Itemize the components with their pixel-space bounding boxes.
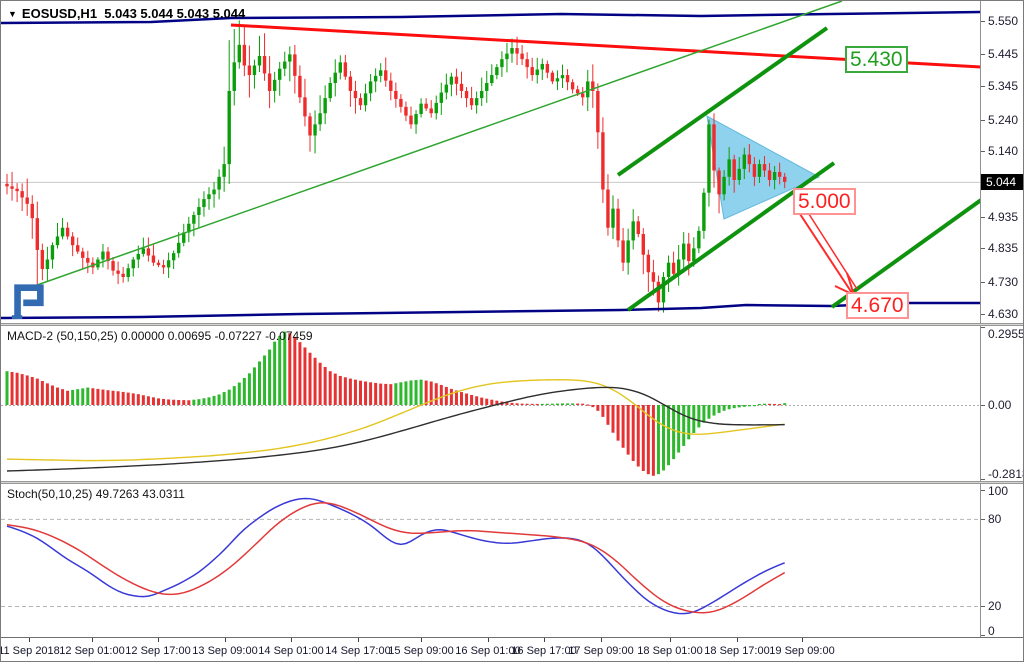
projection-arrow-line-2[interactable]	[806, 210, 858, 290]
stoch-axis-label: 80	[988, 512, 1002, 526]
new-channel-support-line[interactable]	[830, 198, 981, 309]
price-axis-tick	[981, 54, 985, 55]
time-axis-tick	[291, 638, 292, 642]
price-axis-label: 4.630	[988, 307, 1019, 321]
price-axis-label: 5.445	[988, 47, 1019, 61]
ascending-support-trendline[interactable]	[22, 1, 843, 291]
price-axis-tick	[981, 217, 985, 218]
quote-values: 5.043 5.044 5.043 5.044	[97, 6, 246, 21]
time-axis-tick	[92, 638, 93, 642]
time-axis-tick	[488, 638, 489, 642]
broker-logo	[9, 281, 47, 319]
resistance-level-label[interactable]: 5.430	[845, 46, 908, 73]
time-axis-tick	[670, 638, 671, 642]
macd-axis-tick	[981, 405, 985, 406]
time-axis-label: 12 Sep 17:00	[125, 645, 191, 657]
stoch-axis-label: 0	[988, 624, 995, 637]
price-axis[interactable]: 5.044 5.550 5.445 5.345 5.240 5.140 4.935 4.83…	[981, 1, 1023, 323]
macd-axis-label: 0.00	[988, 398, 1012, 412]
price-axis-tick	[981, 120, 985, 121]
chart-title: ▼ EOSUSD,H1 5.043 5.044 5.043 5.044	[8, 6, 245, 21]
price-chart-panel: ▼ EOSUSD,H1 5.043 5.044 5.043 5.044 5.430…	[1, 1, 981, 323]
time-axis-tick	[29, 638, 30, 642]
stoch-axis-tick	[981, 490, 985, 491]
time-axis-label: 19 Sep 09:00	[769, 645, 835, 657]
current-price-tag: 5.044	[981, 174, 1023, 190]
panel-splitter-2[interactable]	[1, 481, 1023, 484]
macd-axis-label: 0.29559	[988, 327, 1023, 341]
time-axis-label: 15 Sep 09:00	[388, 645, 454, 657]
stochastic-panel: Stoch(50,10,25) 49.7263 43.0311	[1, 484, 981, 637]
time-axis-tick	[601, 638, 602, 642]
candlesticks	[5, 20, 787, 313]
price-axis-tick	[981, 151, 985, 152]
stochastic-axis[interactable]: 100 80 20 0	[981, 484, 1023, 637]
time-axis-tick	[225, 638, 226, 642]
macd-axis-tick	[981, 479, 985, 480]
price-axis-label: 5.345	[988, 79, 1019, 93]
stochastic-indicator-label: Stoch(50,10,25) 49.7263 43.0311	[7, 487, 185, 501]
price-chart-canvas[interactable]	[1, 1, 981, 323]
price-axis-label: 5.140	[988, 144, 1019, 158]
price-axis-label: 5.550	[988, 14, 1019, 28]
price-axis-label: 4.935	[988, 210, 1019, 224]
price-axis-tick	[981, 282, 985, 283]
stoch-axis-label: 100	[988, 484, 1009, 498]
price-axis-tick	[981, 86, 985, 87]
ascending-channel-upper-line[interactable]	[616, 26, 829, 177]
stochastic-canvas[interactable]	[1, 484, 981, 637]
axis-divider	[980, 1, 981, 637]
time-axis-label: 18 Sep 17:00	[704, 645, 770, 657]
macd-axis[interactable]: 0.29559 0.00 -0.28182	[981, 326, 1023, 481]
price-axis-tick	[981, 248, 985, 249]
stoch-axis-tick	[981, 606, 985, 607]
macd-axis-tick	[981, 327, 985, 328]
macd-signal-line-yellow	[6, 379, 785, 462]
macd-axis-label: -0.28182	[988, 467, 1023, 481]
time-axis-tick	[737, 638, 738, 642]
panel-splitter-1[interactable]	[1, 323, 1023, 326]
time-axis-tick	[158, 638, 159, 642]
projection-arrow-line-1[interactable]	[799, 213, 853, 294]
time-axis-label: 14 Sep 01:00	[258, 645, 324, 657]
price-axis-label: 4.835	[988, 241, 1019, 255]
price-axis-tick	[981, 314, 985, 315]
time-axis-tick	[358, 638, 359, 642]
macd-indicator-label: MACD-2 (50,150,25) 0.00000 0.00695 -0.07…	[7, 329, 313, 343]
stoch-axis-tick	[981, 519, 985, 520]
time-axis-tick	[421, 638, 422, 642]
price-axis-label: 5.240	[988, 113, 1019, 127]
time-axis[interactable]: 11 Sep 2018 12 Sep 01:00 12 Sep 17:00 13 Se…	[0, 637, 1023, 661]
time-axis-label: 16 Sep 01:00	[455, 645, 521, 657]
symbol-timeframe-label: EOSUSD,H1	[21, 6, 98, 21]
time-axis-label: 18 Sep 01:00	[637, 645, 703, 657]
time-axis-label: 17 Sep 09:00	[568, 645, 634, 657]
time-axis-label: 13 Sep 09:00	[192, 645, 258, 657]
time-axis-label: 14 Sep 17:00	[325, 645, 391, 657]
stoch-axis-tick	[981, 635, 985, 636]
time-axis-tick	[802, 638, 803, 642]
stoch-signal-line-red	[6, 502, 786, 614]
time-axis-label: 11 Sep 2018	[0, 645, 60, 657]
macd-canvas[interactable]	[1, 326, 981, 481]
ascending-channel-lower-line[interactable]	[626, 161, 836, 312]
upper-channel-line[interactable]	[1, 10, 981, 25]
logo-glyph	[14, 284, 44, 319]
macd-panel: MACD-2 (50,150,25) 0.00000 0.00695 -0.07…	[1, 326, 981, 481]
target-level-label[interactable]: 4.670	[846, 292, 909, 319]
breakout-level-label[interactable]: 5.000	[793, 188, 856, 215]
macd-main-line-black	[6, 386, 785, 472]
price-axis-label: 4.730	[988, 275, 1019, 289]
symbol-dropdown-icon[interactable]: ▼	[8, 9, 17, 19]
stoch-axis-label: 20	[988, 599, 1002, 613]
price-axis-tick	[981, 21, 985, 22]
time-axis-label: 16 Sep 17:00	[511, 645, 577, 657]
time-axis-tick	[544, 638, 545, 642]
stoch-main-line-blue	[6, 497, 785, 615]
macd-histogram	[5, 331, 787, 476]
time-axis-label: 12 Sep 01:00	[59, 645, 125, 657]
